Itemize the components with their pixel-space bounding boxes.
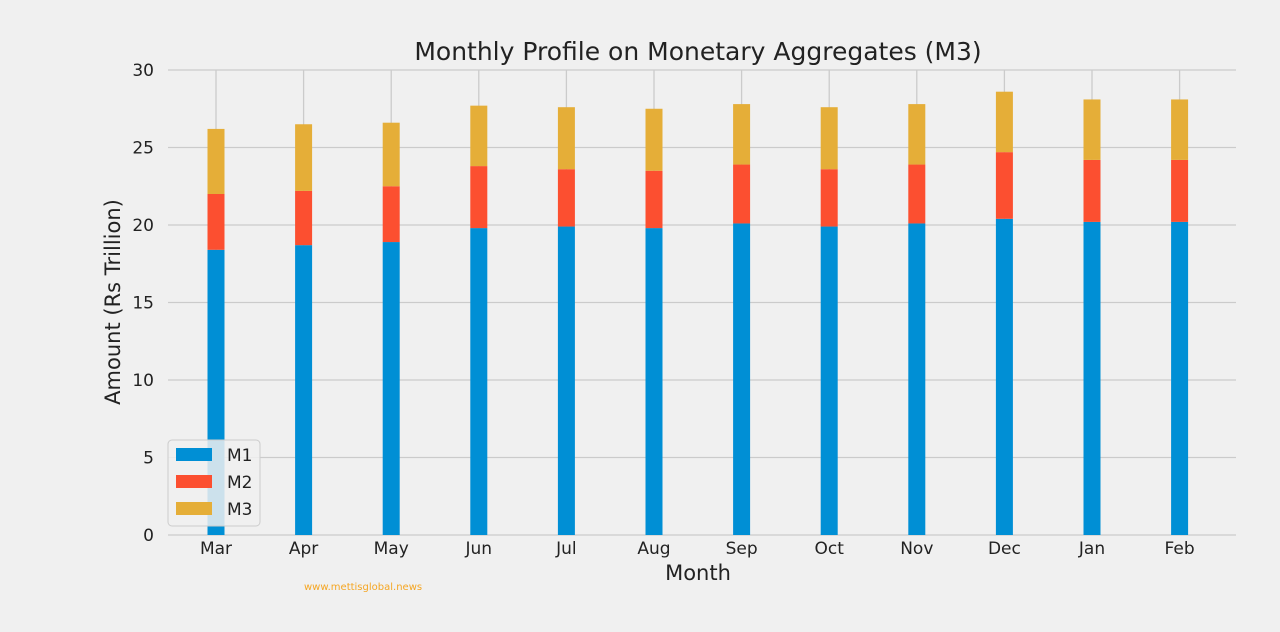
x-tick-label: Feb bbox=[1165, 539, 1195, 559]
bar-m2-jun bbox=[470, 166, 488, 229]
x-tick-label: Mar bbox=[200, 539, 232, 559]
y-tick-label: 20 bbox=[132, 216, 154, 236]
bar-m2-feb bbox=[1171, 159, 1189, 222]
bar-m2-dec bbox=[995, 152, 1013, 219]
bar-m3-feb bbox=[1171, 99, 1189, 160]
bar-m3-nov bbox=[908, 104, 926, 165]
x-tick-label: Apr bbox=[289, 539, 318, 559]
bar-m3-apr bbox=[295, 124, 313, 191]
bar-m2-jul bbox=[557, 169, 575, 227]
y-tick-label: 10 bbox=[132, 371, 154, 391]
x-tick-label: Nov bbox=[900, 539, 933, 559]
bar-m3-mar bbox=[207, 128, 225, 194]
y-tick-label: 30 bbox=[132, 61, 154, 81]
bar-m2-aug bbox=[645, 170, 663, 229]
bar-m1-aug bbox=[645, 228, 663, 535]
bar-m3-may bbox=[382, 122, 400, 187]
legend: M1 M2 M3 bbox=[167, 439, 261, 527]
bar-m1-sep bbox=[733, 223, 751, 535]
legend-label-m2: M2 bbox=[227, 473, 252, 493]
x-tick-labels: Mar Apr May Jun Jul Aug Sep Oct Nov Dec Jan Feb bbox=[200, 539, 1195, 559]
bar-m1-jul bbox=[557, 226, 575, 536]
y-axis-label: Amount (Rs Trillion) bbox=[101, 199, 125, 405]
bar-m1-feb bbox=[1171, 221, 1189, 535]
x-tick-label: May bbox=[374, 539, 409, 559]
x-tick-label: Dec bbox=[988, 539, 1021, 559]
bar-m2-mar bbox=[207, 194, 225, 250]
legend-label-m3: M3 bbox=[227, 500, 252, 520]
x-tick-label: Jun bbox=[465, 539, 493, 559]
bar-m3-oct bbox=[820, 107, 838, 170]
bar-m3-jan bbox=[1083, 99, 1101, 160]
y-tick-label: 0 bbox=[143, 526, 154, 546]
x-tick-label: Jul bbox=[555, 539, 577, 559]
bar-m2-jan bbox=[1083, 159, 1101, 222]
y-tick-labels: 0 5 10 15 20 25 30 bbox=[132, 61, 154, 546]
legend-swatch-m3 bbox=[176, 502, 212, 515]
bar-m1-jan bbox=[1083, 221, 1101, 535]
bars-layer bbox=[207, 91, 1189, 536]
bar-m1-may bbox=[382, 242, 400, 536]
bar-m2-may bbox=[382, 186, 400, 243]
bar-m1-apr bbox=[295, 245, 313, 535]
bar-m1-dec bbox=[995, 218, 1013, 536]
watermark-text: www.mettisglobal.news bbox=[304, 582, 422, 593]
bar-m2-sep bbox=[733, 164, 751, 224]
bar-m3-sep bbox=[733, 104, 751, 165]
x-tick-label: Aug bbox=[637, 539, 670, 559]
legend-swatch-m2 bbox=[176, 475, 212, 488]
x-tick-label: Jan bbox=[1078, 539, 1105, 559]
bar-m3-dec bbox=[995, 91, 1013, 153]
chart-title: Monthly Profile on Monetary Aggregates (… bbox=[414, 37, 981, 66]
bar-m3-aug bbox=[645, 108, 663, 171]
bar-m1-jun bbox=[470, 228, 488, 535]
bar-m3-jul bbox=[557, 107, 575, 170]
bar-m3-jun bbox=[470, 105, 488, 167]
grid-layer bbox=[168, 69, 1236, 536]
legend-label-m1: M1 bbox=[227, 446, 252, 466]
x-tick-label: Sep bbox=[726, 539, 758, 559]
bar-m2-oct bbox=[820, 169, 838, 227]
x-tick-label: Oct bbox=[814, 539, 844, 559]
bar-m2-nov bbox=[908, 164, 926, 224]
bar-m1-nov bbox=[908, 223, 926, 535]
bar-m1-oct bbox=[820, 226, 838, 536]
x-axis-label: Month bbox=[665, 561, 731, 585]
legend-swatch-m1 bbox=[176, 448, 212, 461]
y-tick-label: 5 bbox=[143, 449, 154, 469]
bar-m2-apr bbox=[295, 190, 313, 246]
y-tick-label: 25 bbox=[132, 139, 154, 159]
y-tick-label: 15 bbox=[132, 294, 154, 314]
